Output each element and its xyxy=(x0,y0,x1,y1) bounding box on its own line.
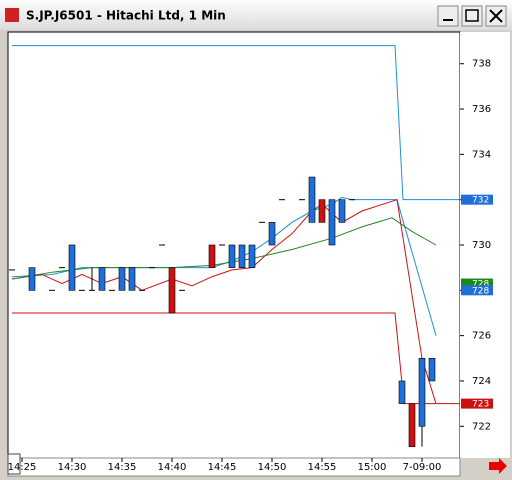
y-tick-label: 722 xyxy=(472,421,491,432)
price-label-box xyxy=(461,194,493,205)
candle-body xyxy=(248,244,256,268)
candle-body xyxy=(208,244,216,268)
y-tick-label: 738 xyxy=(472,59,491,70)
x-tick-label: 14:35 xyxy=(108,462,137,473)
app-icon xyxy=(5,8,19,22)
candle-body xyxy=(408,403,416,447)
candle-body xyxy=(98,267,106,291)
y-axis-area xyxy=(460,32,510,458)
x-tick-label: 14:40 xyxy=(158,462,187,473)
line-series xyxy=(12,45,460,201)
candle-body xyxy=(418,357,426,427)
line-series xyxy=(11,217,437,280)
title-bar xyxy=(0,0,512,30)
close-button[interactable] xyxy=(485,5,507,27)
y-tick-label: 734 xyxy=(472,149,491,160)
candle-body xyxy=(228,244,236,268)
line-series xyxy=(12,312,460,405)
price-label: 728 xyxy=(472,286,489,296)
candle-body xyxy=(68,244,76,291)
candle-body xyxy=(398,380,406,404)
candle-body xyxy=(318,199,326,223)
price-label: 728.3 xyxy=(472,280,498,290)
price-label: 732 xyxy=(472,196,489,206)
scroll-box[interactable] xyxy=(7,453,21,475)
x-tick-label: 14:25 xyxy=(8,462,37,473)
candle-body xyxy=(238,244,246,268)
y-tick-label: 730 xyxy=(472,240,491,251)
candle-body xyxy=(308,176,316,223)
x-tick-label: 7-09:00 xyxy=(403,462,442,473)
line-series xyxy=(11,199,437,404)
candle-body xyxy=(118,267,126,291)
price-label-box xyxy=(461,278,493,289)
candle-body xyxy=(268,222,276,246)
scroll-arrow[interactable] xyxy=(489,458,507,474)
price-label: 723 xyxy=(472,400,489,410)
x-tick-label: 14:30 xyxy=(58,462,87,473)
x-tick-label: 14:50 xyxy=(258,462,287,473)
y-tick-label: 736 xyxy=(472,104,491,115)
candle-body xyxy=(168,267,176,314)
x-tick-label: 14:55 xyxy=(308,462,337,473)
plot xyxy=(9,45,460,447)
candle-body xyxy=(128,267,136,291)
price-label-box xyxy=(461,398,493,409)
y-tick-label: 724 xyxy=(472,376,491,387)
x-tick-label: 15:00 xyxy=(358,462,387,473)
candle-body xyxy=(28,267,36,291)
maximize-button[interactable] xyxy=(461,5,483,27)
candle-body xyxy=(338,199,346,223)
candle-body xyxy=(428,357,436,382)
y-tick-label: 726 xyxy=(472,331,491,342)
x-tick-label: 14:45 xyxy=(208,462,237,473)
window-title: S.JP.J6501 - Hitachi Ltd, 1 Min xyxy=(26,9,226,23)
price-label-box xyxy=(461,285,493,296)
candle-body xyxy=(328,199,336,246)
minimize-button[interactable] xyxy=(437,5,459,27)
